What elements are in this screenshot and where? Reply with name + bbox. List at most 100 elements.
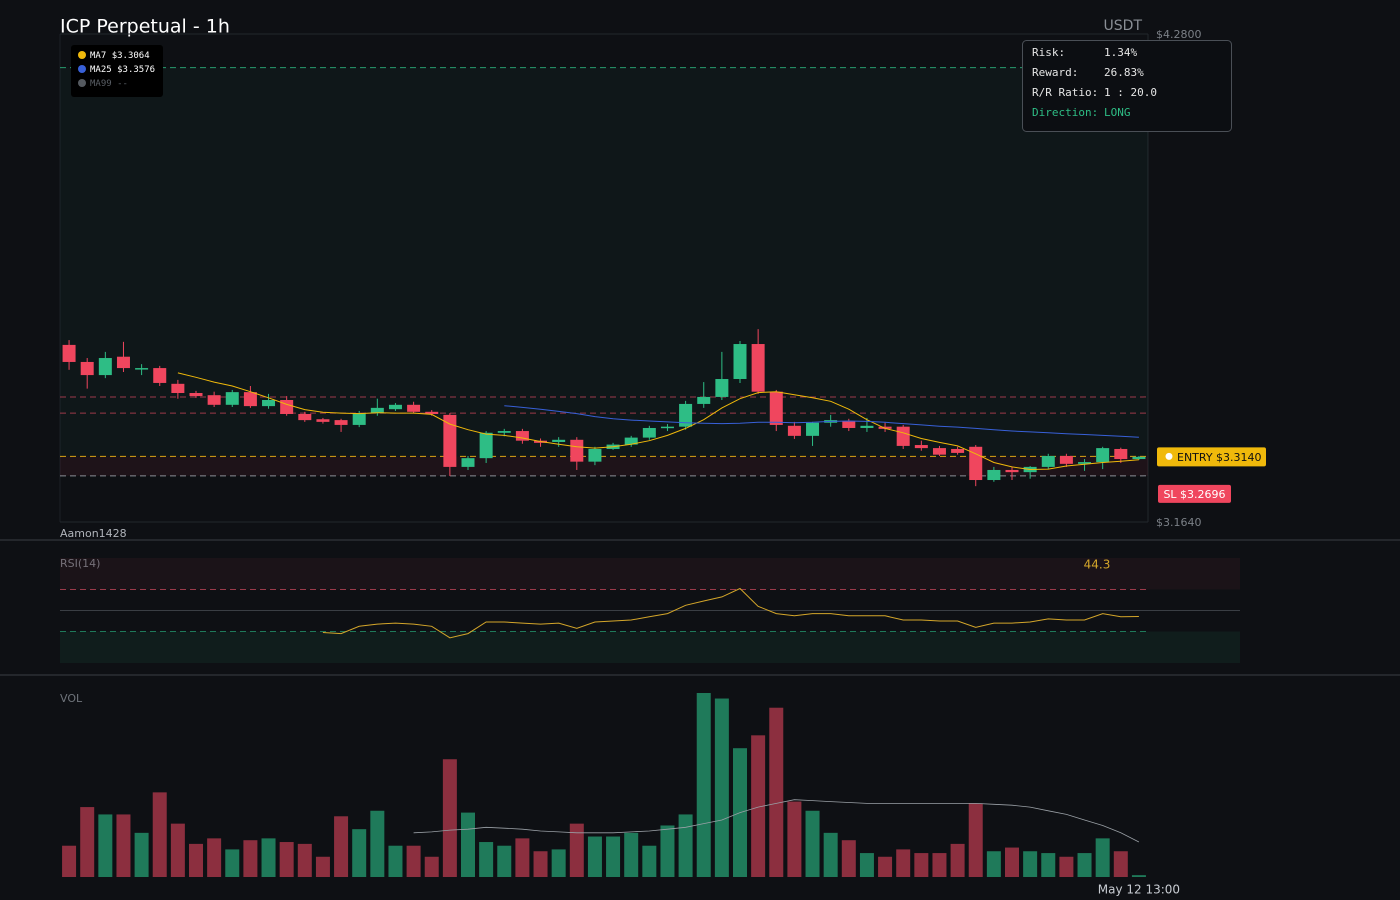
- volume-bar: [642, 845, 657, 877]
- volume-bar: [714, 698, 729, 877]
- entry-badge: [1157, 447, 1266, 467]
- candle-body: [116, 356, 130, 369]
- volume-bar: [62, 845, 77, 877]
- candle-body: [334, 420, 348, 425]
- overbought-zone: [60, 558, 1240, 590]
- volume-bar: [1113, 851, 1128, 877]
- risk-label: R/R Ratio:: [1032, 86, 1098, 99]
- volume-bar: [533, 851, 548, 877]
- volume-bar: [334, 816, 349, 877]
- panel-title: RSI(14): [60, 557, 100, 570]
- volume-bar: [1041, 853, 1056, 877]
- risk-panel: [1022, 40, 1232, 132]
- candle-body: [769, 391, 783, 425]
- volume-bar: [878, 856, 893, 877]
- volume-bar: [225, 849, 240, 877]
- panel-title: VOL: [60, 692, 83, 705]
- volume-ma-line: [413, 799, 1140, 843]
- volume-bar: [769, 707, 784, 877]
- candle-body: [135, 368, 149, 370]
- risk-label: Risk:: [1032, 46, 1065, 59]
- volume-bar: [787, 801, 802, 877]
- volume-bar: [1023, 851, 1038, 877]
- volume-bar: [261, 838, 276, 877]
- candle-body: [951, 448, 965, 453]
- volume-bar: [279, 842, 294, 877]
- candle-body: [660, 426, 674, 429]
- volume-bar: [1095, 838, 1110, 877]
- candle-body: [316, 419, 330, 422]
- volume-bar: [134, 832, 149, 877]
- candle-body: [570, 439, 584, 462]
- risk-value: LONG: [1104, 106, 1131, 119]
- volume-bar: [914, 853, 929, 877]
- volume-bar: [170, 823, 185, 877]
- volume-bar: [823, 832, 838, 877]
- volume-bar: [751, 735, 766, 877]
- candle-body: [642, 427, 656, 438]
- volume-bar: [805, 810, 820, 877]
- candle-body: [1041, 455, 1055, 467]
- unit-label: USDT: [1104, 18, 1143, 34]
- volume-bar: [569, 823, 584, 877]
- candle-body: [806, 422, 820, 436]
- candle-body: [987, 469, 1001, 481]
- candle-body: [225, 392, 239, 405]
- candle-body: [1114, 448, 1128, 460]
- candle-body: [298, 413, 312, 421]
- candle-body: [425, 411, 439, 414]
- volume-bar: [606, 836, 621, 877]
- volume-bar: [950, 843, 965, 877]
- watermark: Aamon1428: [60, 527, 127, 540]
- rsi-line: [322, 587, 1139, 639]
- legend-name: MA7: [90, 51, 106, 61]
- risk-value: 1.34%: [1104, 46, 1137, 59]
- volume-bar: [986, 851, 1001, 877]
- candle-body: [878, 426, 892, 429]
- risk-value: 1 : 20.0: [1104, 86, 1157, 99]
- candle-body: [497, 431, 511, 433]
- candle-body: [153, 368, 167, 383]
- legend-swatch: [78, 79, 86, 87]
- candle-body: [352, 413, 366, 425]
- candle-body: [1059, 455, 1073, 464]
- volume-bar: [243, 840, 258, 877]
- volume-bar: [370, 810, 385, 877]
- risk-label: Reward:: [1032, 66, 1078, 79]
- candle-body: [80, 361, 94, 376]
- volume-bar: [587, 836, 602, 877]
- candle-body: [1132, 456, 1146, 460]
- volume-bar: [424, 856, 439, 877]
- volume-bar: [152, 792, 167, 877]
- legend-value: --: [117, 79, 128, 89]
- chart-title: ICP Perpetual - 1h: [60, 16, 230, 38]
- candle-body: [751, 344, 765, 392]
- legend-entry: MA7 $3.3064: [90, 51, 150, 61]
- volume-bar: [1131, 875, 1146, 877]
- legend-box: [71, 45, 163, 97]
- x-tick-label: May 12 13:00: [1098, 883, 1180, 897]
- candle-body: [171, 383, 185, 394]
- volume-bar: [352, 829, 367, 877]
- candle-body: [697, 396, 711, 404]
- candle-body: [588, 448, 602, 462]
- candle-body: [787, 425, 801, 436]
- candle-body: [1096, 448, 1110, 463]
- volume-bar: [660, 825, 675, 877]
- candle-body: [62, 344, 76, 362]
- candle-body: [207, 395, 221, 405]
- candle-body: [262, 400, 276, 407]
- volume-bar: [297, 843, 312, 877]
- candle-body: [461, 458, 475, 467]
- legend-swatch: [78, 51, 86, 59]
- volume-bar: [841, 840, 856, 877]
- volume-bar: [406, 845, 421, 877]
- legend-entry: MA25 $3.3576: [90, 65, 155, 75]
- volume-bar: [678, 814, 693, 877]
- sl-label: SL $3.2696: [1163, 488, 1225, 501]
- y-tick-label: $3.1640: [1156, 516, 1202, 529]
- volume-bar: [80, 807, 95, 877]
- legend-name: MA25: [90, 65, 112, 75]
